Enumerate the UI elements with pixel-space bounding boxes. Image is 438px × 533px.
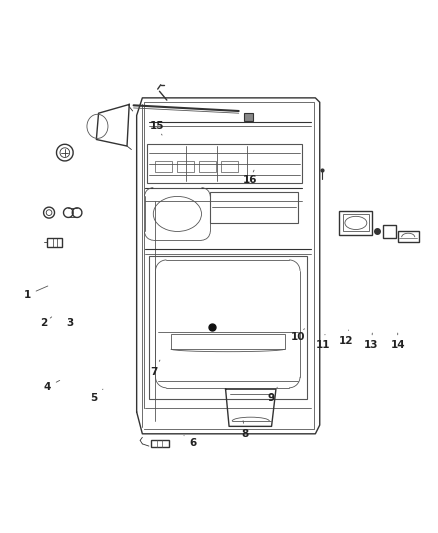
Bar [151,440,169,447]
Text: 15: 15 [149,122,164,135]
Text: 3: 3 [67,318,74,328]
Text: 8: 8 [242,421,249,439]
Bar [147,144,302,183]
Text: 10: 10 [290,329,305,343]
Bar [221,161,238,172]
Text: 4: 4 [44,381,60,392]
Text: 14: 14 [390,333,405,350]
Bar [155,161,172,172]
Text: 16: 16 [242,170,257,185]
Bar [47,238,62,247]
Bar [383,225,396,238]
Bar [199,161,216,172]
Text: 5: 5 [91,389,103,403]
Bar [210,192,298,223]
Bar [149,255,307,399]
Text: 12: 12 [339,330,353,346]
Bar [398,231,419,243]
Bar [177,161,194,172]
Text: 7: 7 [151,360,160,377]
Text: 6: 6 [184,435,196,448]
Text: 11: 11 [316,334,331,350]
Text: 2: 2 [40,317,52,328]
Text: 9: 9 [268,387,277,403]
Text: 1: 1 [24,286,48,300]
Bar [339,211,372,235]
Text: 13: 13 [364,333,379,350]
Bar [171,334,285,349]
Bar [244,113,253,120]
Bar [343,214,369,231]
